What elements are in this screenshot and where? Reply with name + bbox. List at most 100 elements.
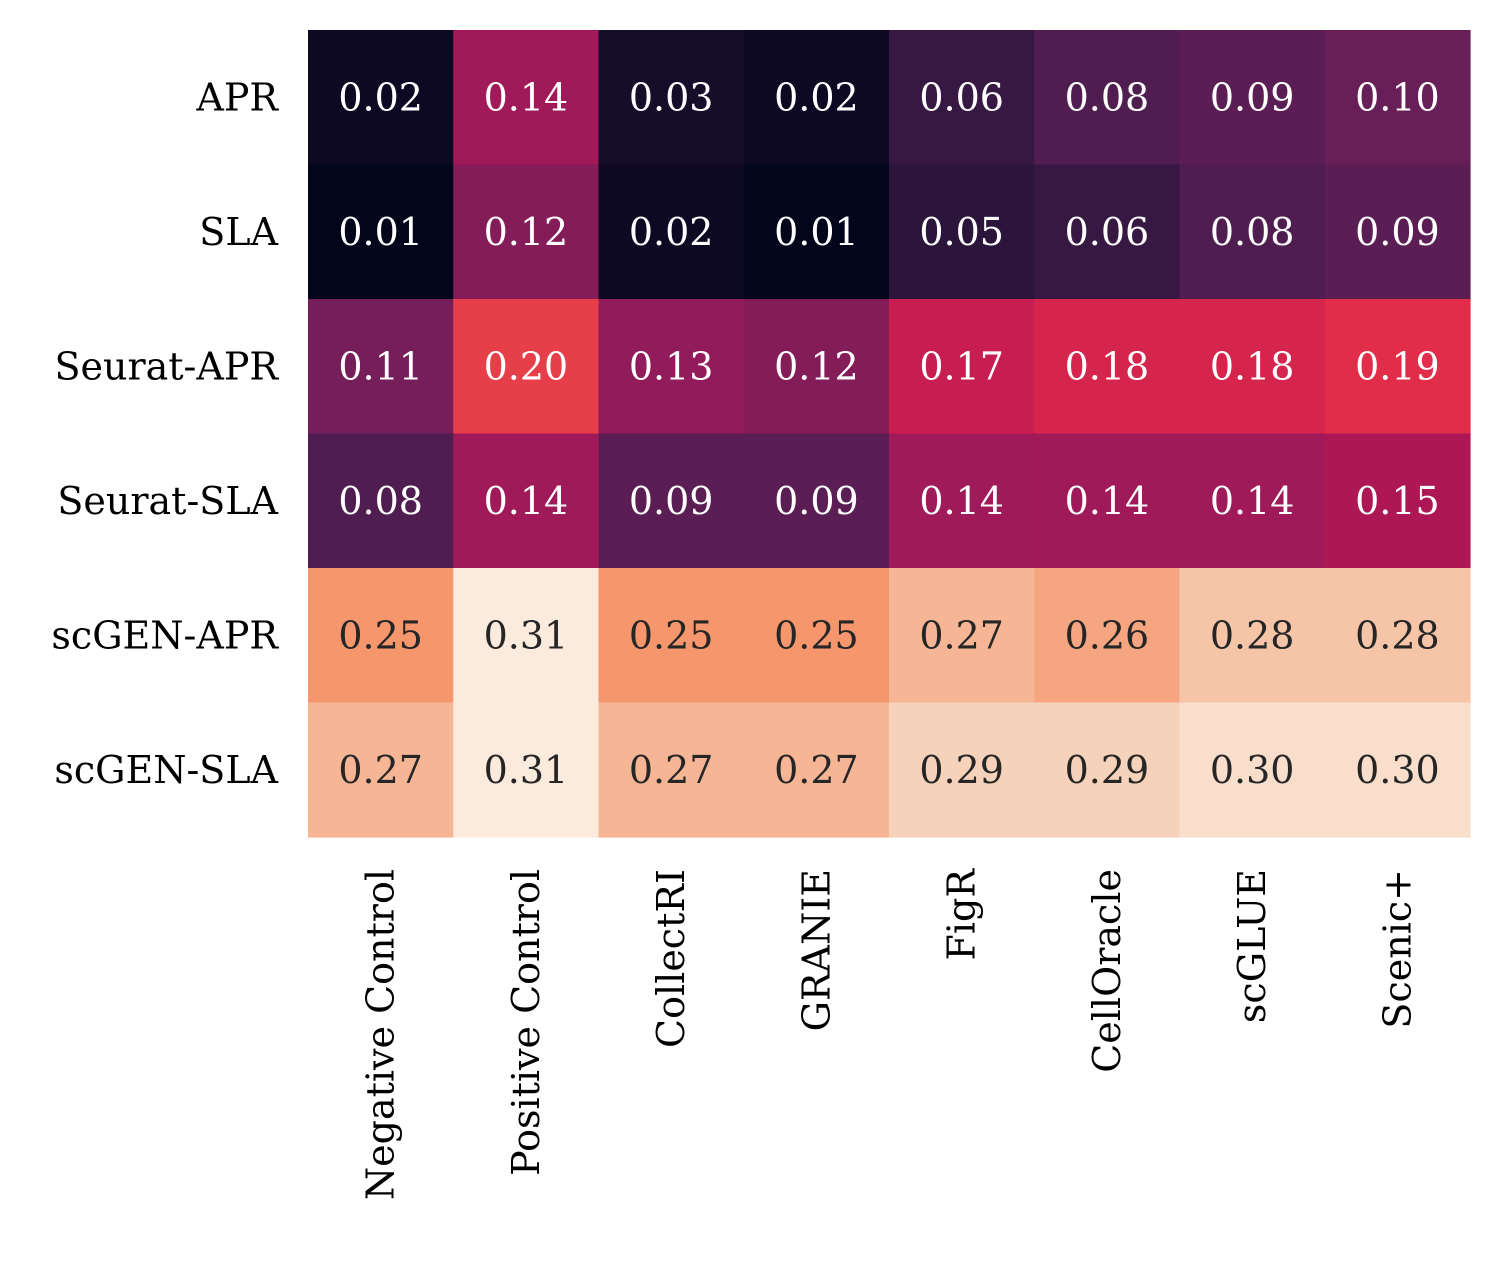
cell-value-label: 0.08 (1210, 210, 1295, 254)
heatmap-cell (743, 30, 890, 166)
heatmap-cell (1324, 568, 1471, 704)
cell-value-label: 0.27 (338, 748, 423, 792)
cell-value-label: 0.18 (1065, 344, 1150, 388)
cell-value-label: 0.05 (919, 210, 1004, 254)
cell-value-label: 0.02 (629, 210, 714, 254)
heatmap-cell (453, 433, 600, 569)
cell-value-label: 0.01 (338, 210, 423, 254)
cell-value-label: 0.28 (1355, 613, 1440, 657)
heatmap-annotations: 0.02 0.14 0.03 0.02 0.06 0.08 0.09 0.10 0.01 0.12… (338, 75, 1439, 792)
heatmap-cell (889, 30, 1035, 166)
cell-value-label: 0.30 (1210, 748, 1295, 792)
cell-value-label: 0.26 (1065, 613, 1150, 657)
cell-value-label: 0.20 (484, 344, 569, 388)
heatmap-cell (743, 702, 890, 838)
cell-value-label: 0.09 (1210, 75, 1295, 119)
cell-value-label: 0.18 (1210, 344, 1295, 388)
cell-value-label: 0.25 (774, 613, 859, 657)
heatmap-cell (1034, 30, 1181, 166)
heatmap-cell (598, 30, 745, 166)
heatmap-cell (1324, 164, 1471, 300)
heatmap-cell (1179, 433, 1326, 569)
cell-value-label: 0.06 (1065, 210, 1150, 254)
cell-value-label: 0.31 (484, 613, 569, 657)
heatmap-cell (1179, 568, 1326, 704)
row-tick-label: SLA (199, 210, 278, 254)
cell-value-label: 0.29 (1065, 748, 1150, 792)
row-tick-label: Seurat-APR (54, 344, 279, 388)
cell-value-label: 0.31 (484, 748, 569, 792)
cell-value-label: 0.27 (629, 748, 714, 792)
heatmap-cell (598, 568, 745, 704)
heatmap-cell (1179, 164, 1326, 300)
heatmap-cell (308, 30, 454, 166)
heatmap-cell (1179, 702, 1326, 838)
cell-value-label: 0.02 (338, 75, 423, 119)
cell-value-label: 0.14 (919, 479, 1004, 523)
row-labels: APR SLA Seurat-APR Seurat-SLA scGEN-APR scGEN… (51, 75, 279, 792)
heatmap-cell (308, 299, 454, 435)
row-tick-label: APR (195, 75, 279, 119)
heatmap-cell (1034, 702, 1181, 838)
cell-value-label: 0.09 (1355, 210, 1440, 254)
cell-value-label: 0.12 (484, 210, 569, 254)
heatmap-cell (889, 164, 1035, 300)
heatmap-cell (308, 164, 454, 300)
column-tick-label: FigR (940, 868, 984, 961)
cell-value-label: 0.30 (1355, 748, 1440, 792)
row-tick-label: scGEN-APR (51, 613, 279, 657)
row-tick-label: Seurat-SLA (57, 479, 278, 523)
heatmap-cell (743, 433, 890, 569)
heatmap-cell (453, 568, 600, 704)
heatmap-cell (598, 164, 745, 300)
heatmap-cell (308, 433, 454, 569)
cell-value-label: 0.29 (919, 748, 1004, 792)
heatmap-cell (889, 299, 1035, 435)
heatmap-cell (1034, 433, 1181, 569)
cell-value-label: 0.13 (629, 344, 714, 388)
column-tick-label: scGLUE (1230, 869, 1274, 1023)
cell-value-label: 0.08 (338, 479, 423, 523)
column-tick-label: Negative Control (359, 869, 403, 1200)
heatmap-cell (743, 568, 890, 704)
heatmap-cells (308, 30, 1471, 838)
heatmap-cell (308, 568, 454, 704)
heatmap-cell (308, 702, 454, 838)
cell-value-label: 0.01 (774, 210, 859, 254)
heatmap-cell (1324, 299, 1471, 435)
heatmap-cell (1034, 568, 1181, 704)
column-tick-label: GRANIE (794, 869, 838, 1031)
heatmap-cell (743, 299, 890, 435)
heatmap-cell (1324, 30, 1471, 166)
heatmap-cell (889, 568, 1035, 704)
column-tick-label: CollectRI (649, 869, 693, 1048)
cell-value-label: 0.09 (629, 479, 714, 523)
column-tick-label: CellOracle (1085, 869, 1129, 1073)
cell-value-label: 0.03 (629, 75, 714, 119)
heatmap-cell (1324, 702, 1471, 838)
cell-value-label: 0.28 (1210, 613, 1295, 657)
heatmap-cell (598, 702, 745, 838)
cell-value-label: 0.25 (629, 613, 714, 657)
heatmap-cell (1034, 164, 1181, 300)
column-labels: Negative Control Positive Control CollectR… (359, 868, 1420, 1200)
heatmap-cell (889, 702, 1035, 838)
cell-value-label: 0.12 (774, 344, 859, 388)
column-tick-label: Scenic+ (1375, 869, 1419, 1029)
cell-value-label: 0.14 (1210, 479, 1295, 523)
cell-value-label: 0.11 (338, 344, 423, 388)
heatmap-cell (1179, 299, 1326, 435)
heatmap-cell (453, 702, 600, 838)
heatmap-cell (453, 30, 600, 166)
heatmap-cell (453, 299, 600, 435)
heatmap-cell (743, 164, 890, 300)
heatmap-cell (598, 433, 745, 569)
cell-value-label: 0.14 (484, 479, 569, 523)
cell-value-label: 0.02 (774, 75, 859, 119)
cell-value-label: 0.27 (919, 613, 1004, 657)
heatmap-cell (453, 164, 600, 300)
cell-value-label: 0.25 (338, 613, 423, 657)
column-tick-label: Positive Control (504, 869, 548, 1176)
cell-value-label: 0.14 (1065, 479, 1150, 523)
